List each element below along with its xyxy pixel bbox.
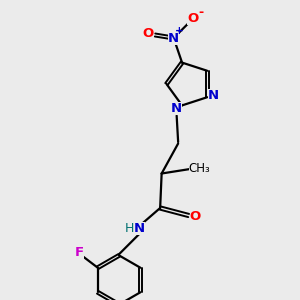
Text: N: N [134,223,145,236]
Text: F: F [75,246,84,259]
Text: +: + [175,26,183,36]
Text: N: N [171,103,182,116]
Text: O: O [190,211,201,224]
Text: N: N [208,89,219,102]
Text: -: - [198,6,203,19]
Text: O: O [143,27,154,40]
Text: CH₃: CH₃ [189,162,211,175]
Text: O: O [187,12,199,25]
Text: N: N [168,32,179,44]
Text: H: H [124,223,134,236]
